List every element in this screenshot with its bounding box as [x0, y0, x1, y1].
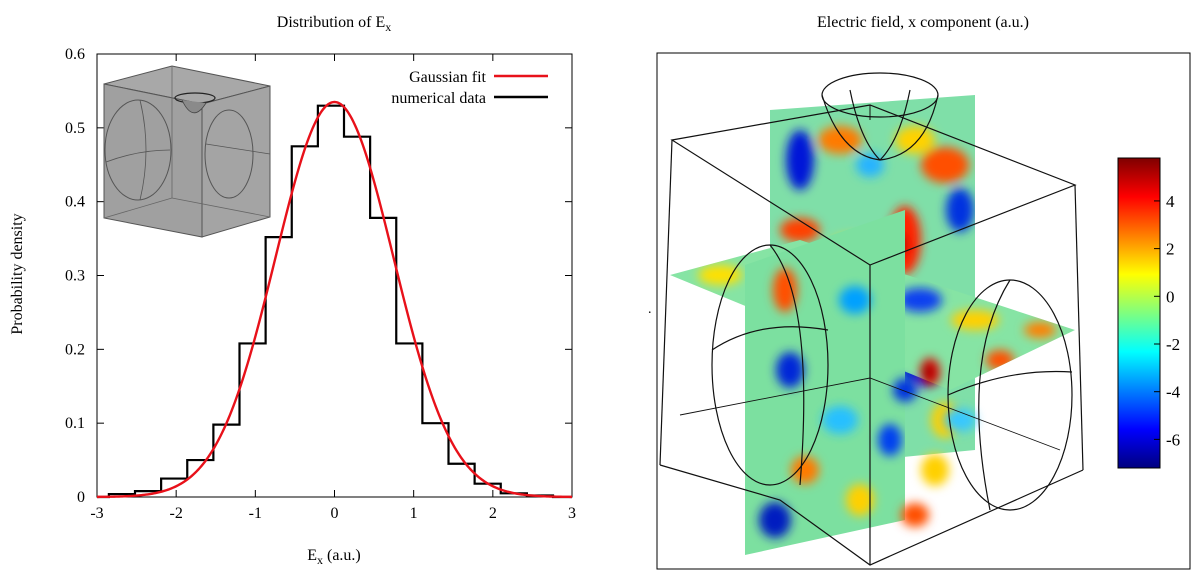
- colorbar-tick-label: -2: [1166, 335, 1180, 354]
- x-label-unit: (a.u.): [323, 547, 361, 564]
- colorbar: 4 2 0 -2 -4 -6: [1117, 157, 1181, 469]
- y-tick-label: 0: [77, 489, 85, 506]
- slice-right-face: [893, 358, 976, 527]
- x-tick-label: 3: [568, 505, 576, 522]
- x-label-sub: x: [317, 553, 323, 567]
- x-tick-label: 2: [489, 505, 497, 522]
- x-tick-label: -1: [249, 505, 262, 522]
- series-numerical-data: [97, 104, 572, 499]
- colorbar-tick-label: 4: [1166, 192, 1175, 211]
- x-tick-label: -3: [90, 505, 103, 522]
- colorbar-tick-label: -6: [1166, 430, 1180, 449]
- y-tick-label: 0.5: [65, 120, 85, 137]
- series-gaussian-fit: [96, 100, 573, 499]
- colorbar-ticks: 4 2 0 -2 -4 -6: [1154, 192, 1181, 449]
- legend-label-gaussian-fit: Gaussian fit: [409, 69, 486, 86]
- legend-label-numerical-data: numerical data: [391, 90, 486, 107]
- y-tick-label: 0.4: [65, 194, 85, 211]
- y-axis-label: Probability density: [9, 213, 26, 334]
- left-title-main: Distribution of E: [277, 14, 385, 31]
- y-tick-label: 0.6: [65, 46, 85, 63]
- x-axis-label: Ex (a.u.): [307, 547, 361, 567]
- y-tick-label: 0.3: [65, 268, 85, 285]
- x-tick-label: 1: [410, 505, 418, 522]
- slice-front: [745, 210, 905, 555]
- legend-entry-gaussian-fit: Gaussian fit: [409, 69, 548, 86]
- right-field-panel: Electric field, x component (a.u.): [648, 14, 1191, 570]
- y-tick-label: 0.2: [65, 341, 85, 358]
- left-title-sub: x: [385, 20, 391, 34]
- colorbar-tick-label: -4: [1166, 383, 1181, 402]
- colorbar-bar: [1117, 157, 1161, 469]
- left-chart-title: Distribution of Ex: [277, 14, 391, 34]
- x-tick-label: 0: [331, 505, 339, 522]
- left-chart: Distribution of Ex Probability density E…: [9, 14, 576, 567]
- inset-cavity-drawing: [103, 65, 271, 238]
- x-label-main: E: [307, 547, 317, 564]
- colorbar-tick-label: 2: [1166, 240, 1175, 259]
- stray-dot: .: [648, 302, 652, 317]
- cavity-wireframe: [659, 72, 1084, 566]
- series-layer: [96, 100, 573, 499]
- legend: Gaussian fit numerical data: [391, 69, 548, 107]
- y-tick-label: 0.1: [65, 415, 85, 432]
- colorbar-tick-label: 0: [1166, 287, 1175, 306]
- x-tick-label: -2: [170, 505, 183, 522]
- right-panel-title: Electric field, x component (a.u.): [817, 14, 1029, 31]
- legend-entry-numerical-data: numerical data: [391, 90, 548, 107]
